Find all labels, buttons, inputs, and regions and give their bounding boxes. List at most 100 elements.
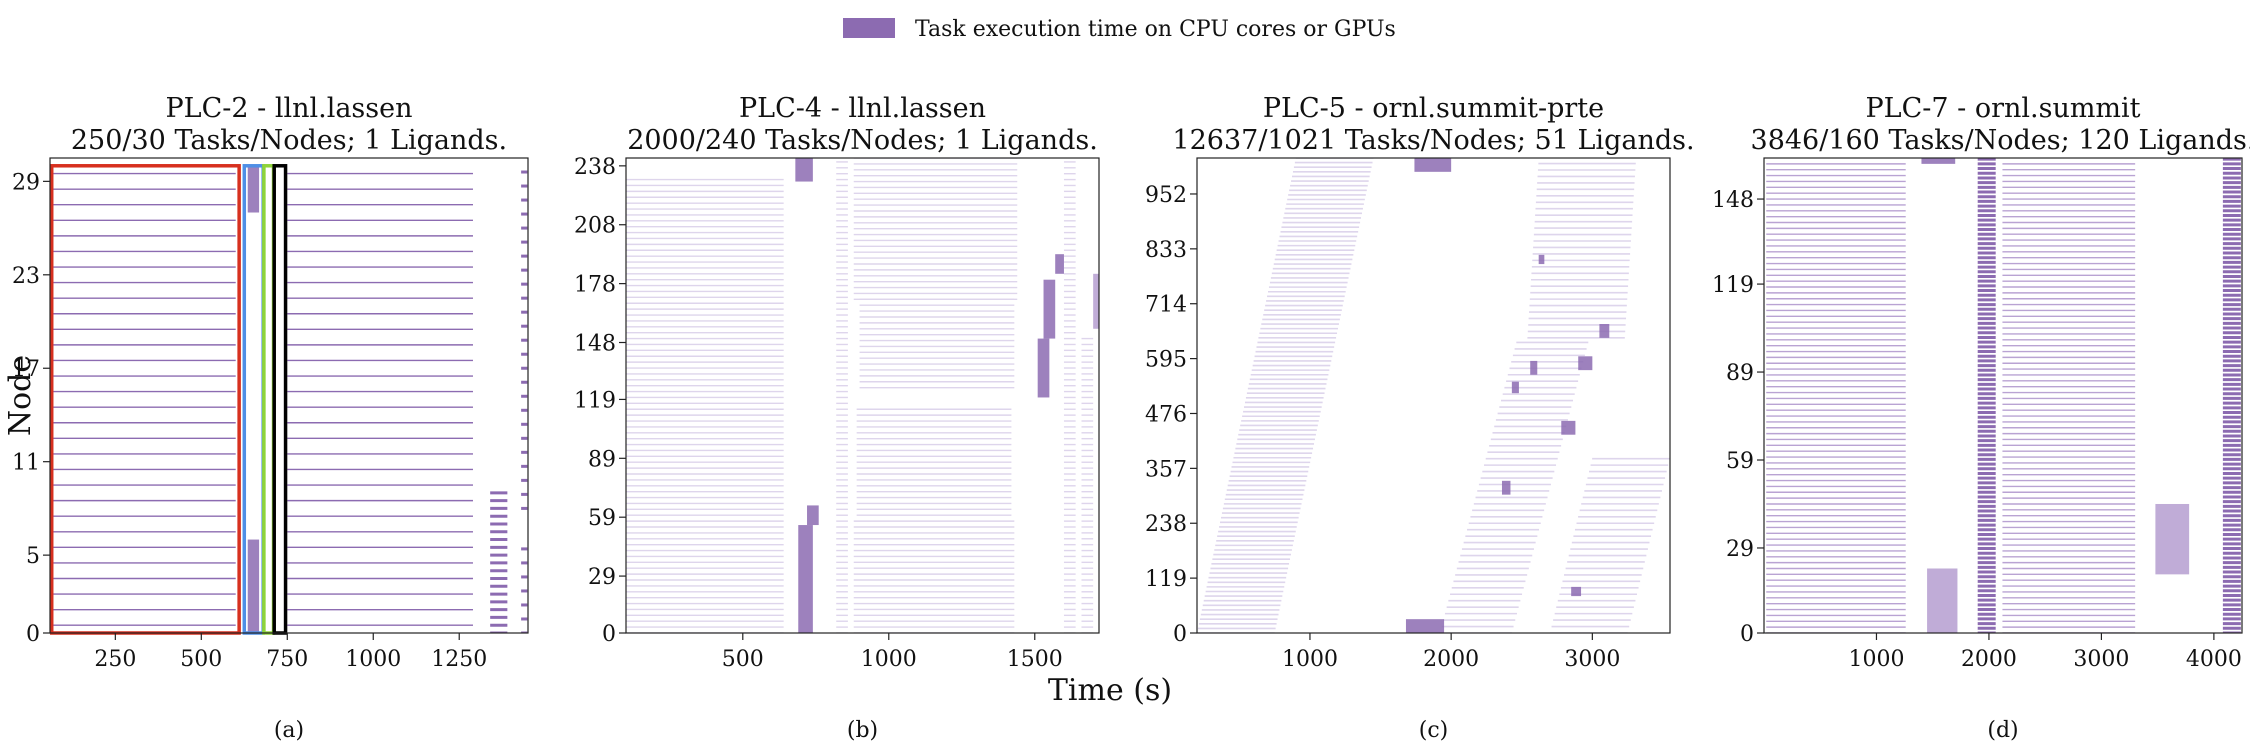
task-block (1093, 273, 1099, 329)
panel-c: 1000 2000 3000 0 119 238 357 476 595 714 833 952 PLC… (1145, 93, 1695, 743)
highlight-box (262, 164, 276, 635)
y-axis-label: Node (3, 355, 38, 436)
x-tick-label: 250 (94, 647, 136, 672)
task-block (2155, 503, 2190, 575)
plot-frame (1196, 157, 1671, 634)
plot-frame (1763, 157, 2243, 634)
y-tick-label: 59 (1726, 449, 1754, 474)
task-rows (1977, 158, 1996, 633)
legend-swatch (843, 18, 895, 38)
x-tick-label: 3000 (1564, 647, 1620, 672)
task-rows (1197, 158, 1374, 633)
x-tick-label: 500 (722, 647, 764, 672)
task-block (247, 165, 260, 213)
y-tick-label: 148 (1712, 188, 1754, 213)
task-rows (287, 172, 473, 626)
task-block (798, 525, 813, 633)
y-tick-label: 208 (574, 214, 616, 239)
legend: Task execution time on CPU cores or GPUs (843, 17, 1396, 42)
x-tick-label: 1250 (431, 647, 487, 672)
panel-caption: (c) (1419, 718, 1449, 743)
task-block (1599, 324, 1610, 338)
panel-title-line: 12637/1021 Tasks/Nodes; 51 Ligands. (1172, 125, 1694, 156)
task-block (1037, 338, 1050, 398)
legend-label: Task execution time on CPU cores or GPUs (915, 17, 1396, 42)
task-rows (859, 298, 1015, 389)
task-rows (521, 547, 528, 633)
panel-title-line: PLC-7 - ornl.summit (1865, 93, 2140, 124)
x-tick-label: 2000 (1961, 647, 2017, 672)
panel-caption: (b) (847, 718, 878, 743)
x-tick-label: 1000 (1848, 647, 1904, 672)
y-tick-label: 595 (1145, 348, 1187, 373)
task-rows (626, 178, 784, 633)
x-tick-label: 1000 (345, 647, 401, 672)
task-rows (2002, 163, 2136, 633)
y-tick-label: 89 (588, 447, 616, 472)
x-axis-label: Time (s) (1048, 673, 1172, 708)
task-block (1043, 279, 1056, 339)
plot-frame (49, 157, 529, 634)
task-block (1921, 158, 1956, 164)
task-rows (1063, 161, 1076, 633)
y-tick-label: 29 (588, 565, 616, 590)
task-marks (626, 158, 1099, 633)
task-block (1055, 254, 1064, 274)
task-rows (1081, 337, 1094, 633)
y-tick-label: 148 (574, 332, 616, 357)
task-block (1405, 619, 1445, 633)
y-tick-label: 119 (1712, 273, 1754, 298)
task-marks (1766, 158, 2241, 633)
x-tick-label: 1500 (1007, 647, 1063, 672)
x-tick-label: 750 (266, 647, 308, 672)
task-block (1501, 480, 1511, 495)
y-tick-label: 0 (1173, 622, 1187, 647)
y-tick-label: 119 (1145, 567, 1187, 592)
y-tick-label: 0 (602, 622, 616, 647)
y-tick-label: 5 (26, 544, 40, 569)
panel-title-line: 3846/160 Tasks/Nodes; 120 Ligands. (1751, 125, 2250, 156)
x-tick-label: 2000 (1423, 647, 1479, 672)
panel-caption: (d) (1987, 718, 2018, 743)
panel-title-line: 2000/240 Tasks/Nodes; 1 Ligands. (627, 125, 1098, 156)
x-tick-label: 4000 (2186, 647, 2242, 672)
panel-title-line: PLC-5 - ornl.summit-prte (1263, 93, 1604, 124)
task-block (247, 539, 260, 633)
y-tick-label: 476 (1145, 402, 1187, 427)
y-tick-label: 238 (574, 155, 616, 180)
y-tick-label: 29 (12, 170, 40, 195)
y-tick-label: 89 (1726, 361, 1754, 386)
x-tick-label: 1000 (1282, 647, 1338, 672)
task-block (795, 158, 813, 182)
y-tick-label: 238 (1145, 512, 1187, 537)
panel-d: 1000 2000 3000 4000 0 29 59 89 119 148 PLC-7 - orn… (1712, 93, 2250, 743)
task-block (1530, 360, 1538, 375)
panel-title-line: 250/30 Tasks/Nodes; 1 Ligands. (71, 125, 507, 156)
y-tick-label: 119 (574, 388, 616, 413)
x-tick-label: 1000 (861, 647, 917, 672)
x-tick-label: 500 (180, 647, 222, 672)
task-rows (1527, 162, 1636, 339)
task-block (807, 505, 819, 526)
task-rows (1439, 341, 1589, 633)
task-rows (2222, 158, 2241, 633)
y-tick-label: 23 (12, 264, 40, 289)
y-tick-label: 833 (1145, 238, 1187, 263)
task-block (1414, 158, 1452, 172)
y-tick-label: 11 (12, 451, 40, 476)
task-rows (53, 172, 236, 626)
task-rows (1549, 457, 1670, 633)
task-rows (856, 408, 1012, 516)
task-block (1538, 254, 1545, 265)
y-tick-label: 714 (1145, 293, 1187, 318)
y-tick-label: 0 (26, 622, 40, 647)
task-rows (490, 491, 508, 633)
task-block (1927, 568, 1958, 633)
task-block (1578, 356, 1593, 371)
y-tick-label: 178 (574, 273, 616, 298)
y-tick-label: 17 (12, 357, 40, 382)
panel-title-line: PLC-4 - llnl.lassen (739, 93, 986, 124)
highlight-box (272, 164, 288, 635)
y-tick-label: 59 (588, 506, 616, 531)
